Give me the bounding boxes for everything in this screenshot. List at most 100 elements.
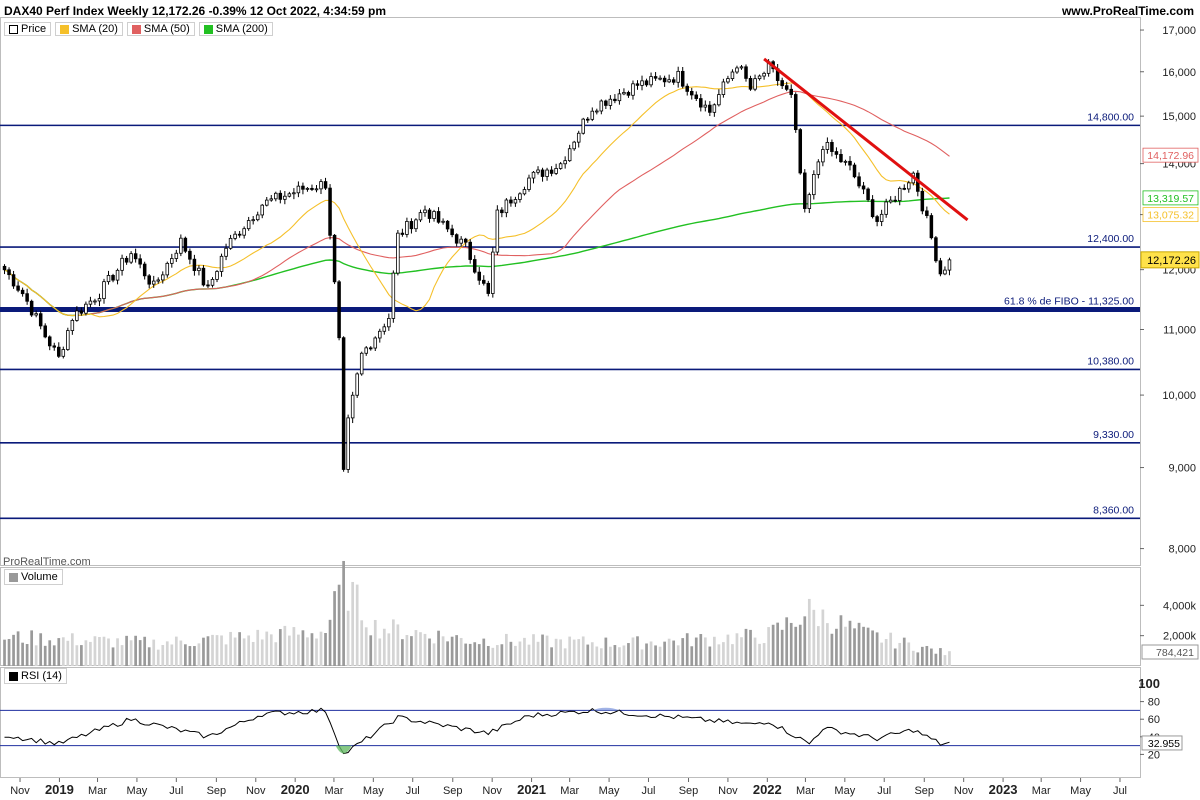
candle-195 [884,198,888,218]
volume-bar-206 [934,653,938,666]
rsi-panel-label[interactable]: RSI (14) [4,668,67,684]
candle-47 [215,270,219,283]
volume-bar-120 [545,635,549,666]
legend-swatch-price [9,24,18,34]
candle-186 [843,159,848,166]
candle-body [305,187,310,190]
candle-body [224,247,228,257]
candle-52 [237,230,242,238]
volume-bar-119 [541,634,544,666]
candle-22 [102,278,106,304]
candle-body [540,169,545,177]
candle-body [744,66,748,79]
volume-bar-177 [803,616,807,666]
candle-body [789,88,793,95]
candle-197 [893,195,897,203]
candle-body [151,280,156,285]
volume-panel-label[interactable]: Volume [4,569,63,585]
candle-body [531,171,536,179]
candle-body [20,289,25,295]
volume-bar-109 [495,645,499,666]
candle-42 [192,254,197,276]
legend-sma20[interactable]: SMA (20) [55,22,123,36]
candle-body [929,215,934,239]
candle-29 [133,248,138,263]
volume-bar-124 [563,648,567,666]
candle-body [52,345,57,348]
volume-bar-147 [667,638,671,666]
candle-body [174,252,179,259]
volume-bar-149 [676,645,680,666]
volume-bar-113 [514,645,517,666]
candle-89 [405,217,409,238]
candle-0 [2,264,7,275]
candle-152 [689,87,694,100]
volume-bar-100 [455,635,459,666]
candle-body [861,185,866,190]
candle-18 [84,301,88,316]
candle-body [879,213,884,222]
candle-124 [563,156,567,169]
candle-54 [246,216,251,231]
x-tick-label-1: 2019 [45,782,74,797]
sma-tag-2: 13,075.32 [1147,210,1194,222]
candle-156 [708,101,712,117]
volume-bar-5 [25,644,29,666]
candle-body [409,221,414,230]
volume-bar-118 [536,641,540,666]
volume-bar-24 [111,647,115,666]
candle-body [396,232,400,274]
candle-121 [549,166,554,177]
candle-189 [857,172,861,189]
candle-127 [576,130,581,148]
candle-body [43,325,47,338]
candle-body [694,94,699,99]
legend-price[interactable]: Price [4,22,52,36]
volume-bar-152 [690,646,694,666]
price-tick-label-8: 9,000 [1168,463,1196,475]
volume-bar-26 [120,645,124,666]
volume-bar-78 [355,584,359,666]
candle-body [368,347,373,350]
volume-bar-208 [943,655,947,666]
candle-200 [907,180,911,193]
candle-2 [11,270,16,289]
volume-bar-39 [179,640,183,666]
candle-body [38,313,43,327]
legend-sma200[interactable]: SMA (200) [198,22,273,36]
x-tick-label-13: 2021 [517,782,546,797]
volume-bar-125 [568,636,572,666]
x-tick-label-12: Nov [482,785,502,797]
candle-160 [726,75,730,84]
candle-body [310,187,314,190]
candle-23 [106,270,111,285]
site-link[interactable]: www.ProRealTime.com [1061,4,1194,18]
candle-body [563,160,567,165]
candle-body [590,110,595,120]
volume-bar-11 [52,645,56,666]
legend-sma50[interactable]: SMA (50) [126,22,195,36]
candle-body [29,300,34,316]
candle-168 [762,71,766,80]
candle-body [423,209,427,214]
candle-97 [441,218,445,225]
volume-bar-169 [767,627,770,666]
volume-bar-72 [328,619,332,666]
candle-body [934,237,938,262]
candle-206 [934,236,938,263]
candle-body [246,220,251,230]
volume-bar-134 [609,646,612,666]
volume-bar-188 [853,628,856,666]
candle-body [486,282,491,294]
candle-185 [839,149,843,163]
volume-bar-44 [202,637,205,666]
candle-92 [418,209,423,223]
candle-body [278,192,283,200]
candle-body [572,141,576,150]
candle-157 [712,103,717,117]
candle-100 [454,233,459,247]
volume-bar-139 [631,637,635,666]
volume-bar-157 [713,636,716,666]
volume-bar-4 [21,642,24,666]
volume-bar-41 [188,646,192,666]
